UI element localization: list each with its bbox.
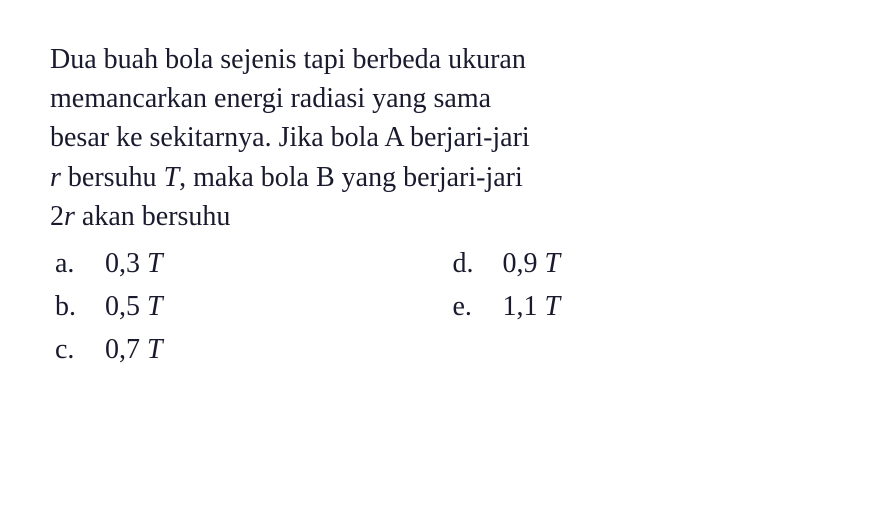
option-d-value: 0,9 T bbox=[503, 244, 846, 283]
option-d-label: d. bbox=[448, 244, 503, 283]
option-a-label: a. bbox=[50, 244, 105, 283]
options-right-column: d. 0,9 T e. 1,1 T bbox=[448, 244, 846, 374]
question-text: Dua buah bola sejenis tapi berbeda ukura… bbox=[50, 40, 845, 236]
options-container: a. 0,3 T b. 0,5 T c. 0,7 T d. 0,9 T e. 1… bbox=[50, 244, 845, 374]
option-c-value: 0,7 T bbox=[105, 330, 448, 369]
option-e-value: 1,1 T bbox=[503, 287, 846, 326]
variable-t: T bbox=[164, 162, 180, 193]
question-line-1: Dua buah bola sejenis tapi berbeda ukura… bbox=[50, 40, 845, 79]
option-b: b. 0,5 T bbox=[50, 287, 448, 326]
option-b-number: 0,5 bbox=[105, 291, 147, 322]
option-d-unit: T bbox=[545, 248, 561, 279]
options-left-column: a. 0,3 T b. 0,5 T c. 0,7 T bbox=[50, 244, 448, 374]
question-line-2: memancarkan energi radiasi yang sama bbox=[50, 79, 845, 118]
option-a-value: 0,3 T bbox=[105, 244, 448, 283]
question-line-4-part1: bersuhu bbox=[61, 162, 164, 193]
option-e-label: e. bbox=[448, 287, 503, 326]
question-line-4-part2: , maka bola B yang berjari-jari bbox=[179, 162, 523, 193]
option-b-unit: T bbox=[147, 291, 163, 322]
question-line-5-part1: 2 bbox=[50, 201, 64, 232]
question-line-4: r bersuhu T, maka bola B yang berjari-ja… bbox=[50, 158, 845, 197]
option-b-label: b. bbox=[50, 287, 105, 326]
option-c-label: c. bbox=[50, 330, 105, 369]
option-c-number: 0,7 bbox=[105, 334, 147, 365]
option-a: a. 0,3 T bbox=[50, 244, 448, 283]
variable-r: r bbox=[50, 162, 61, 193]
option-e: e. 1,1 T bbox=[448, 287, 846, 326]
option-d: d. 0,9 T bbox=[448, 244, 846, 283]
option-b-value: 0,5 T bbox=[105, 287, 448, 326]
option-e-number: 1,1 bbox=[503, 291, 545, 322]
option-c: c. 0,7 T bbox=[50, 330, 448, 369]
option-c-unit: T bbox=[147, 334, 163, 365]
question-line-3: besar ke sekitarnya. Jika bola A berjari… bbox=[50, 118, 845, 157]
variable-r-2: r bbox=[64, 201, 75, 232]
option-d-number: 0,9 bbox=[503, 248, 545, 279]
option-e-unit: T bbox=[545, 291, 561, 322]
question-line-5: 2r akan bersuhu bbox=[50, 197, 845, 236]
option-a-number: 0,3 bbox=[105, 248, 147, 279]
question-line-5-part2: akan bersuhu bbox=[75, 201, 231, 232]
option-a-unit: T bbox=[147, 248, 163, 279]
